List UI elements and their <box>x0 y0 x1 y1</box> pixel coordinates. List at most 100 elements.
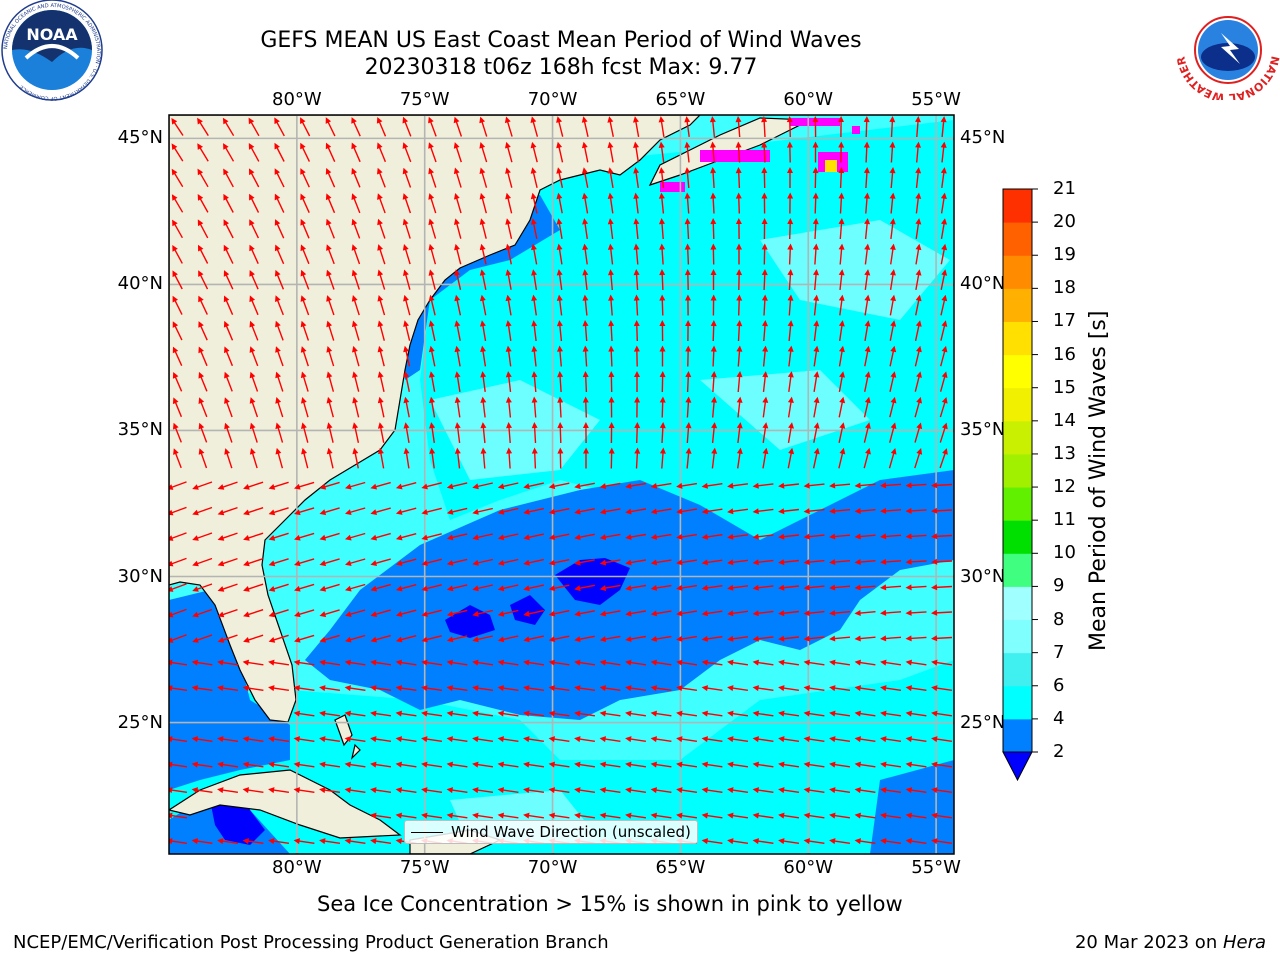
wave-direction-arrow <box>931 787 953 794</box>
wave-direction-arrow <box>582 422 589 444</box>
wave-direction-arrow <box>223 270 234 290</box>
wave-direction-arrow <box>248 117 260 137</box>
tick-label-left: 45°N <box>117 127 163 149</box>
wave-period-field-under-2 <box>445 558 630 638</box>
wave-direction-arrow <box>395 685 417 692</box>
wave-direction-arrow <box>650 812 672 819</box>
wave-direction-arrow <box>243 558 264 567</box>
wave-direction-arrow <box>905 812 927 819</box>
wave-direction-arrow <box>268 787 290 794</box>
wave-direction-arrow <box>523 609 544 617</box>
wave-direction-arrow <box>243 507 264 516</box>
wave-direction-arrow <box>659 447 666 469</box>
wave-direction-arrow <box>351 244 361 265</box>
wave-direction-arrow <box>574 482 595 490</box>
wave-direction-arrow <box>531 269 538 291</box>
wave-direction-arrow <box>838 269 845 290</box>
wave-direction-arrow <box>293 838 315 845</box>
wave-direction-arrow <box>351 320 360 341</box>
wave-direction-arrow <box>172 397 183 418</box>
wave-direction-arrow <box>701 559 723 566</box>
wave-direction-arrow <box>931 533 953 540</box>
wave-direction-arrow <box>223 193 234 213</box>
wave-direction-arrow <box>659 218 665 240</box>
wave-direction-arrow <box>395 482 417 490</box>
wave-direction-arrow <box>854 838 876 845</box>
wave-direction-arrow <box>582 243 589 265</box>
wave-direction-arrow <box>752 710 774 717</box>
wave-direction-arrow <box>787 218 794 240</box>
wave-direction-arrow <box>931 584 953 591</box>
wave-direction-arrow <box>701 761 723 768</box>
wave-direction-arrow <box>854 635 876 642</box>
wave-direction-arrow <box>421 787 443 794</box>
wave-direction-arrow <box>864 218 871 240</box>
wave-direction-arrow <box>345 609 366 617</box>
wave-direction-arrow <box>931 812 953 819</box>
wave-direction-arrow <box>505 243 512 265</box>
wave-direction-arrow <box>224 346 234 367</box>
wave-direction-arrow <box>453 142 462 163</box>
wave-direction-arrow <box>497 584 519 592</box>
wave-direction-arrow <box>905 482 927 489</box>
wave-direction-arrow <box>345 583 366 592</box>
wave-direction-arrow <box>548 736 570 743</box>
wave-direction-arrow <box>778 787 800 794</box>
wave-direction-arrow <box>429 447 436 469</box>
wave-direction-arrow <box>736 345 743 367</box>
wave-direction-arrow <box>319 710 341 717</box>
wave-direction-arrow <box>684 269 691 291</box>
wave-direction-arrow <box>658 141 665 163</box>
wave-direction-arrow <box>370 659 392 666</box>
wave-direction-arrow <box>880 507 902 514</box>
wave-direction-arrow <box>454 371 461 393</box>
wave-direction-arrow <box>479 218 487 239</box>
wave-direction-arrow <box>880 659 902 666</box>
wave-direction-arrow <box>249 346 259 367</box>
wave-direction-arrow <box>787 320 794 342</box>
wave-direction-arrow <box>914 320 922 341</box>
wave-direction-arrow <box>446 609 468 617</box>
wave-direction-arrow <box>582 269 589 290</box>
wave-direction-arrow <box>505 269 512 290</box>
wave-direction-arrow <box>581 141 589 163</box>
wave-direction-arrow <box>421 761 443 768</box>
wave-direction-arrow <box>889 218 896 239</box>
wave-direction-arrow <box>275 447 284 469</box>
wave-direction-arrow <box>497 533 519 541</box>
colorbar-segment <box>1003 321 1032 356</box>
wave-direction-arrow <box>854 710 876 717</box>
wave-direction-arrow <box>676 659 698 666</box>
wave-direction-arrow <box>446 482 468 490</box>
wave-direction-arrow <box>217 659 239 666</box>
wave-direction-arrow <box>607 192 614 214</box>
wave-direction-arrow <box>650 685 672 692</box>
wave-direction-arrow <box>557 371 564 393</box>
wave-direction-arrow <box>294 609 315 618</box>
map-legend: Wind Wave Direction (unscaled) <box>404 820 698 844</box>
wave-direction-arrow <box>268 609 289 618</box>
wave-direction-arrow <box>370 507 391 515</box>
wave-direction-arrow <box>915 141 921 163</box>
wave-direction-arrow <box>625 736 647 743</box>
wave-direction-arrow <box>428 269 436 290</box>
wave-direction-arrow <box>812 243 819 265</box>
wave-direction-arrow <box>915 243 922 265</box>
wave-direction-arrow <box>625 508 647 515</box>
wave-direction-arrow <box>344 761 366 768</box>
wave-direction-arrow <box>319 558 340 567</box>
wave-direction-arrow <box>395 635 417 643</box>
wave-direction-arrow <box>217 583 238 592</box>
wave-direction-arrow <box>300 269 310 290</box>
wave-direction-arrow <box>905 584 927 591</box>
wave-direction-arrow <box>888 448 897 469</box>
wave-direction-arrow <box>523 710 545 717</box>
wave-direction-arrow <box>634 396 641 418</box>
wave-direction-arrow <box>625 533 647 540</box>
wave-direction-arrow <box>217 736 239 743</box>
wave-direction-arrow <box>293 787 315 794</box>
wave-direction-arrow <box>599 761 621 768</box>
wave-direction-arrow <box>710 294 717 316</box>
wave-direction-arrow <box>889 192 896 214</box>
wave-direction-arrow <box>523 659 545 666</box>
